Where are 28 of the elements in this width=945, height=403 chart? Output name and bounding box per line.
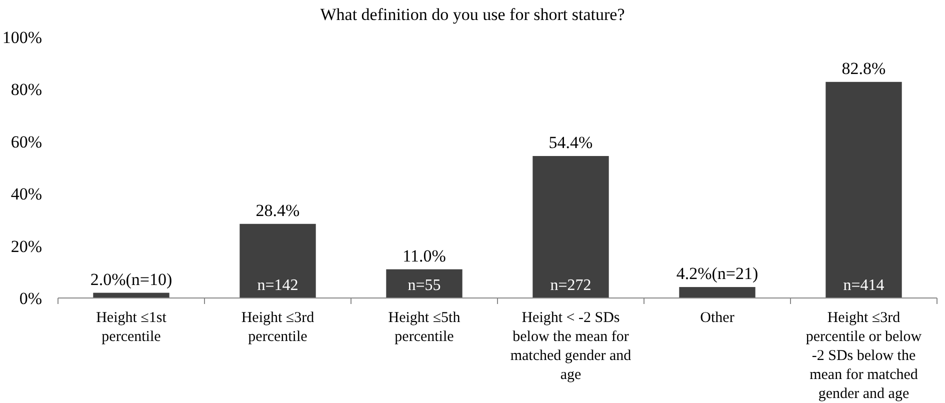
y-tick-label: 100% — [2, 28, 42, 47]
data-label: 28.4% — [256, 200, 300, 220]
annotation: n=142 — [257, 277, 298, 294]
bar — [679, 287, 756, 298]
y-tick-label: 40% — [10, 184, 42, 204]
bar — [826, 82, 902, 298]
data-label: 82.8% — [842, 58, 886, 78]
y-tick-label: 80% — [10, 80, 42, 100]
x-tick-label: Other — [700, 310, 734, 326]
bar — [532, 156, 609, 298]
data-label: 4.2%(n=21) — [676, 264, 758, 284]
annotation: n=414 — [843, 277, 884, 294]
x-tick-label: Height ≤1st percentile — [96, 310, 168, 345]
bar — [386, 269, 462, 298]
y-tick-label: 60% — [10, 132, 42, 152]
chart-title: What definition do you use for short stature? — [320, 5, 625, 24]
data-label: 54.4% — [548, 133, 593, 152]
y-tick-label: 20% — [10, 236, 42, 256]
x-tick-label: Height ≤3rd percentile or below -2 SDs below the mean for matched gender and age — [806, 310, 922, 402]
x-tick-label: Height ≤5th percentile — [388, 310, 461, 345]
annotation: n=272 — [550, 277, 592, 294]
x-tick-label: Height ≤3rd percentile — [241, 310, 315, 345]
annotation: n=55 — [408, 277, 441, 294]
x-tick-label: Height < -2 SDs below the mean for matched gender and age — [510, 310, 632, 383]
y-tick-label: 0% — [19, 288, 42, 308]
data-label: 11.0% — [402, 246, 446, 266]
bar — [240, 224, 316, 298]
data-label: 2.0%(n=10) — [90, 270, 172, 289]
